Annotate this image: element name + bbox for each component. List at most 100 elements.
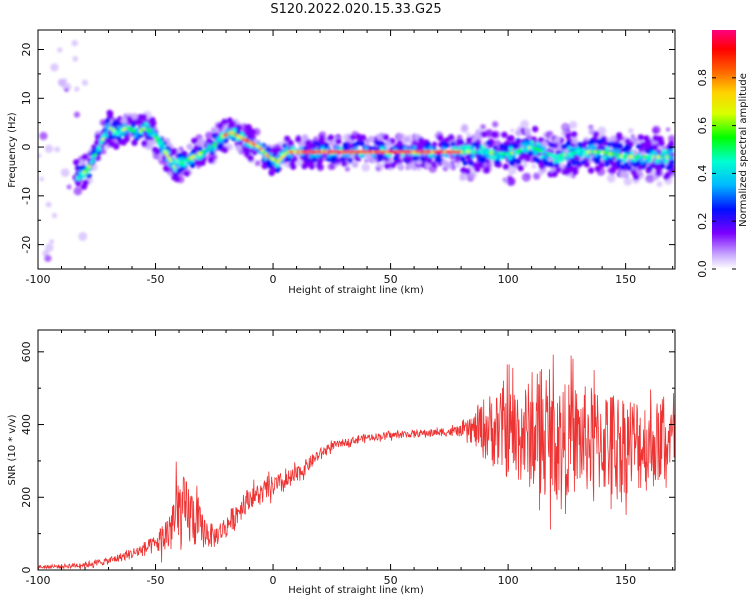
spectrogram-ridge-blob: [540, 154, 545, 159]
spectrogram-noise-blob: [569, 120, 578, 129]
spectrogram-ridge-blob: [213, 127, 220, 135]
spectrogram-ridge-blob: [265, 146, 272, 152]
spectrogram-ridge-blob: [649, 162, 655, 168]
spectrogram-ridge-blob: [584, 152, 589, 157]
spectrogram-frame: [37, 29, 676, 270]
spectrogram-ridge-blob: [535, 142, 540, 147]
spectrogram-ridge-blob: [126, 115, 133, 123]
spectrogram-ridge-blob: [466, 136, 473, 144]
spectrogram-noise-blob: [57, 78, 65, 86]
spectrogram-ridge-blob: [244, 149, 251, 156]
spectrogram-ridge-blob: [186, 160, 191, 165]
spectrogram-ridge-blob: [570, 131, 578, 138]
spectrogram-ridge-blob: [256, 141, 261, 146]
spectrogram-noise-blob: [74, 86, 80, 92]
spectrogram-ridge-blob: [130, 122, 136, 128]
spectrogram-noise-blob: [667, 134, 675, 143]
spectrogram-noise-blob: [45, 201, 52, 208]
spectrogram-ridge-blob: [94, 139, 101, 146]
spectrogram-noise-blob: [480, 124, 486, 130]
spectrogram-noise-blob: [460, 172, 466, 178]
spectrogram-ridge-blob: [635, 143, 642, 149]
spectrogram-noise-blob: [39, 131, 48, 141]
spectrogram-noise-blob: [656, 181, 663, 188]
spectrogram-x-tick-label: 100: [498, 273, 519, 286]
spectrogram-x-tick-label: 0: [270, 273, 277, 286]
spectrogram-ridge-blob: [151, 146, 159, 153]
spectrogram-ridge-blob: [633, 157, 638, 162]
colorbar-gradient: [712, 30, 736, 269]
spectrogram-ridge-blob: [635, 160, 641, 166]
snr-x-tick-label: 50: [384, 574, 398, 587]
spectrogram-ridge-blob: [565, 156, 570, 161]
colorbar-tick-label: 0.2: [696, 212, 709, 230]
snr-x-label: Height of straight line (km): [288, 585, 424, 596]
spectrogram-ridge-blob: [78, 165, 84, 171]
spectrogram-ridge-blob: [176, 158, 181, 163]
spectrogram-ridge-blob: [199, 138, 206, 146]
spectrogram-ridge-blob: [284, 146, 289, 151]
spectrogram-noise-blob: [466, 132, 471, 138]
spectrogram-ridge-blob: [403, 146, 408, 151]
spectrogram-noise-blob: [665, 127, 671, 132]
spectrogram-ridge-blob: [197, 155, 202, 160]
spectrogram-ridge-blob: [131, 113, 138, 120]
spectrogram-y-tick-label: 20: [20, 43, 33, 57]
spectrogram-core-point: [669, 155, 673, 159]
spectrogram-noise-blob: [461, 125, 469, 133]
spectrogram-noise-blob: [379, 163, 385, 169]
spectrogram-core-point: [104, 129, 109, 134]
spectrogram-noise-blob: [295, 158, 303, 167]
spectrogram-ridge-blob: [553, 159, 558, 164]
spectrogram-noise-blob: [364, 158, 369, 163]
spectrogram-ridge-blob: [447, 134, 455, 141]
spectrogram-ridge-blob: [144, 122, 149, 127]
spectrogram-ridge-blob: [603, 155, 608, 160]
spectrogram-ridge-blob: [496, 155, 501, 160]
spectrogram-ridge-blob: [189, 163, 195, 169]
colorbar-label: Normalized spectral amplitude: [738, 73, 749, 227]
spectrogram-ridge-blob: [485, 140, 491, 146]
spectrogram-noise-blob: [532, 172, 541, 180]
spectrogram-ridge-blob: [328, 139, 336, 146]
spectrogram-ridge-blob: [299, 146, 304, 151]
spectrogram-ridge-blob: [117, 125, 122, 130]
spectrogram-ridge-blob: [535, 158, 541, 164]
spectrogram-ridge-blob: [303, 160, 310, 168]
spectrogram-ridge-blob: [225, 128, 230, 133]
spectrogram-ridge-blob: [133, 133, 138, 138]
spectrogram-ridge-blob: [316, 158, 323, 165]
snr-series-line: [38, 354, 675, 570]
spectrogram-ridge-blob: [604, 161, 610, 167]
spectrogram-ridge-blob: [503, 144, 509, 150]
spectrogram-ridge-blob: [218, 142, 224, 148]
spectrogram-ridge-blob: [75, 181, 81, 187]
spectrogram-ridge-blob: [355, 133, 363, 141]
spectrogram-noise-blob: [510, 128, 515, 133]
spectrogram-ridge-blob: [334, 146, 339, 151]
snr-x-tick-label: 0: [270, 574, 277, 587]
spectrogram-ridge-blob: [446, 161, 453, 169]
spectrogram-noise-blob: [623, 177, 633, 186]
spectrogram-ridge-blob: [644, 158, 649, 163]
spectrogram-ridge-blob: [560, 144, 566, 150]
spectrogram-noise-blob: [64, 87, 69, 93]
spectrogram-y-label: Frequency (Hz): [7, 112, 18, 188]
spectrogram-core-point: [103, 133, 107, 138]
snr-x-tick-label: -50: [147, 574, 165, 587]
spectrogram-ridge-blob: [368, 135, 375, 143]
spectrogram-ridge-blob: [408, 162, 415, 170]
spectrogram-ridge-blob: [576, 141, 583, 148]
spectrogram-ridge-blob: [549, 142, 555, 148]
spectrogram-noise-blob: [456, 134, 463, 141]
spectrogram-ridge-blob: [605, 146, 610, 151]
spectrogram-ridge-blob: [323, 143, 329, 149]
spectrogram-ridge-blob: [654, 159, 659, 164]
spectrogram-core-point: [157, 141, 161, 145]
spectrogram-ridge-blob: [271, 161, 276, 166]
spectrogram-noise-blob: [523, 162, 528, 168]
spectrogram-ridge-blob: [123, 130, 128, 135]
spectrogram-noise-blob: [44, 144, 54, 153]
spectrogram-ridge-blob: [191, 137, 198, 145]
